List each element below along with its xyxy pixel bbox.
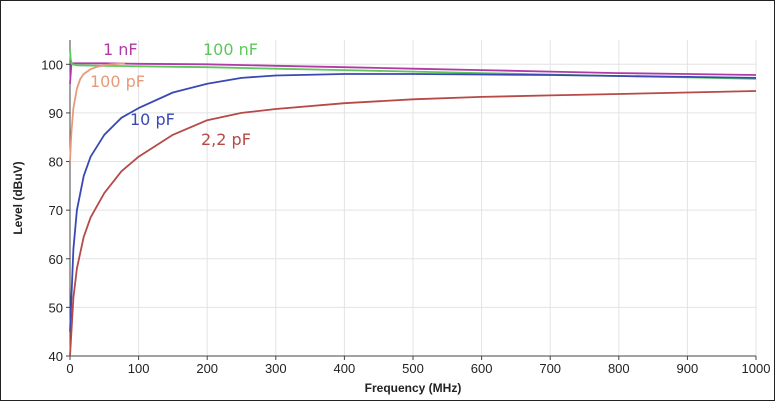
series-line-5 xyxy=(69,90,757,357)
y-axis-title: Level (dBuV) xyxy=(11,161,25,234)
y-tick-label: 100 xyxy=(41,57,63,72)
x-tick-label: 400 xyxy=(334,361,356,376)
x-tick-label: 1000 xyxy=(742,361,771,376)
x-tick-label: 100 xyxy=(128,361,150,376)
series-line-1 xyxy=(69,62,757,84)
x-tick-label: 600 xyxy=(471,361,493,376)
y-tick-label: 60 xyxy=(49,252,63,267)
series-line-4 xyxy=(69,73,757,332)
y-tick-label: 70 xyxy=(49,203,63,218)
y-tick-label: 40 xyxy=(49,349,63,364)
series-label-1: 1 nF xyxy=(103,40,138,59)
series-labels: 1 nF 100 nF 100 pF 10 pF 2,2 pF xyxy=(90,40,258,149)
series-label-4: 10 pF xyxy=(130,110,175,129)
x-tick-label: 300 xyxy=(265,361,287,376)
x-tick-label: 900 xyxy=(677,361,699,376)
series-label-3: 100 pF xyxy=(90,72,145,91)
x-tick-label: 200 xyxy=(196,361,218,376)
y-tick-label: 80 xyxy=(49,155,63,170)
grid xyxy=(70,40,757,356)
x-tick-label: 700 xyxy=(539,361,561,376)
x-tick-label: 500 xyxy=(402,361,424,376)
x-axis-title: Frequency (MHz) xyxy=(365,381,462,395)
y-tick-label: 90 xyxy=(49,106,63,121)
series-lines xyxy=(69,49,757,357)
series-label-5: 2,2 pF xyxy=(201,130,251,149)
series-line-3 xyxy=(69,62,125,162)
y-tick-label: 50 xyxy=(49,300,63,315)
x-tick-label: 0 xyxy=(66,361,73,376)
x-tick-label: 800 xyxy=(608,361,630,376)
tick-labels: 0 100 200 300 400 500 600 700 800 900 1000 40 50 60 70… xyxy=(41,57,770,376)
series-label-2: 100 nF xyxy=(203,40,258,59)
